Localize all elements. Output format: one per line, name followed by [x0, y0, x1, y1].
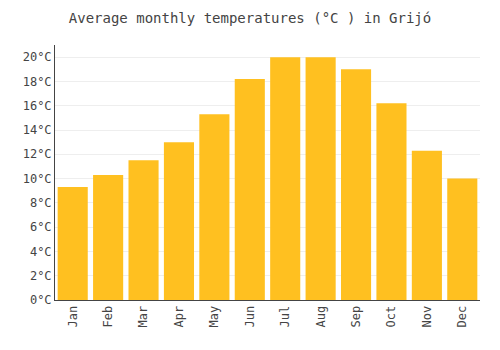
svg-text:14°C: 14°C [23, 123, 52, 137]
svg-text:0°C: 0°C [30, 293, 52, 307]
svg-text:18°C: 18°C [23, 75, 52, 89]
svg-text:Mar: Mar [136, 306, 150, 328]
svg-text:4°C: 4°C [30, 245, 52, 259]
svg-text:Nov: Nov [420, 306, 434, 328]
svg-text:20°C: 20°C [23, 50, 52, 64]
svg-text:8°C: 8°C [30, 196, 52, 210]
svg-text:Sep: Sep [349, 306, 363, 328]
svg-text:2°C: 2°C [30, 269, 52, 283]
svg-text:6°C: 6°C [30, 220, 52, 234]
svg-text:Jul: Jul [278, 306, 292, 328]
svg-text:Apr: Apr [172, 306, 186, 328]
svg-text:Aug: Aug [314, 306, 328, 328]
svg-text:10°C: 10°C [23, 172, 52, 186]
svg-text:Jun: Jun [243, 306, 257, 328]
svg-text:Average monthly temperatures (: Average monthly temperatures (°C ) in Gr… [69, 10, 431, 26]
svg-text:Dec: Dec [455, 306, 469, 328]
svg-text:12°C: 12°C [23, 147, 52, 161]
svg-text:Feb: Feb [101, 306, 115, 328]
svg-text:Jan: Jan [66, 306, 80, 328]
svg-text:Oct: Oct [384, 306, 398, 328]
svg-text:16°C: 16°C [23, 99, 52, 113]
svg-text:May: May [207, 306, 221, 328]
